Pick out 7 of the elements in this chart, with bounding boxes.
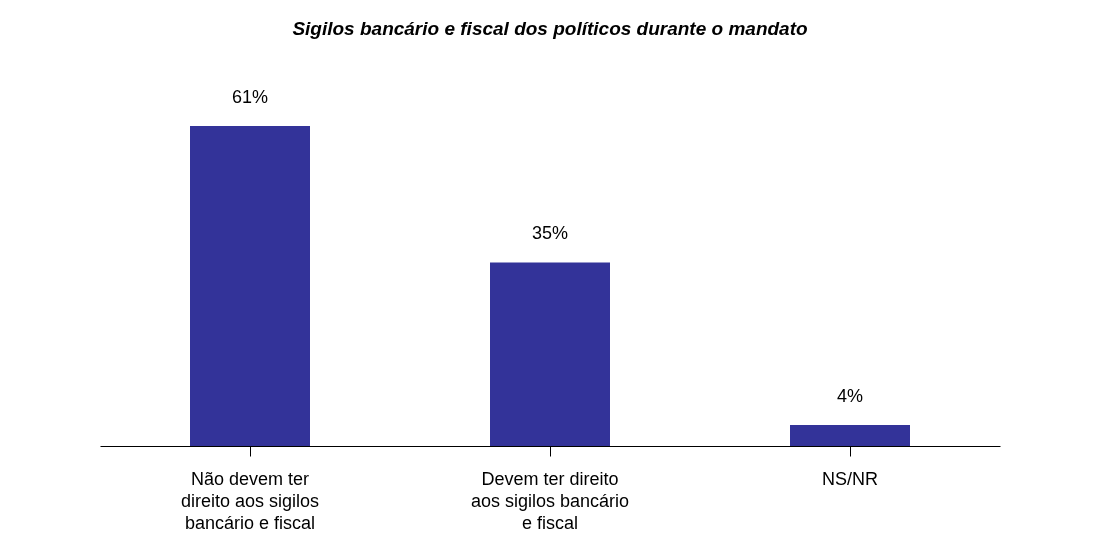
x-tick-label: Não devem ter direito aos sigilos bancário e fiscal <box>180 468 320 533</box>
x-tick-label: Devem ter direito aos sigilos bancário e fiscal <box>470 468 630 533</box>
chart-title: Sigilos bancário e fiscal dos políticos durante o mandato <box>292 18 808 39</box>
data-label: 61% <box>231 87 269 107</box>
data-label: 4% <box>836 386 864 407</box>
data-label: 35% <box>531 223 569 244</box>
x-tick-label: NS/NR <box>821 468 879 489</box>
